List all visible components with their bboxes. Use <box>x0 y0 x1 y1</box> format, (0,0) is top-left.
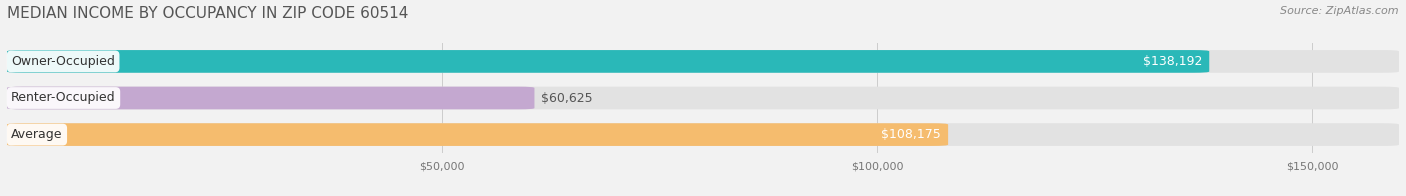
FancyBboxPatch shape <box>7 123 1399 146</box>
Text: $108,175: $108,175 <box>882 128 941 141</box>
FancyBboxPatch shape <box>7 123 948 146</box>
FancyBboxPatch shape <box>7 50 1399 73</box>
Text: $60,625: $60,625 <box>541 92 593 104</box>
Text: Average: Average <box>11 128 63 141</box>
Text: Renter-Occupied: Renter-Occupied <box>11 92 115 104</box>
FancyBboxPatch shape <box>7 87 1399 109</box>
Text: $138,192: $138,192 <box>1143 55 1202 68</box>
Text: Owner-Occupied: Owner-Occupied <box>11 55 115 68</box>
Text: Source: ZipAtlas.com: Source: ZipAtlas.com <box>1281 6 1399 16</box>
FancyBboxPatch shape <box>7 87 534 109</box>
FancyBboxPatch shape <box>7 50 1209 73</box>
Text: MEDIAN INCOME BY OCCUPANCY IN ZIP CODE 60514: MEDIAN INCOME BY OCCUPANCY IN ZIP CODE 6… <box>7 6 408 21</box>
